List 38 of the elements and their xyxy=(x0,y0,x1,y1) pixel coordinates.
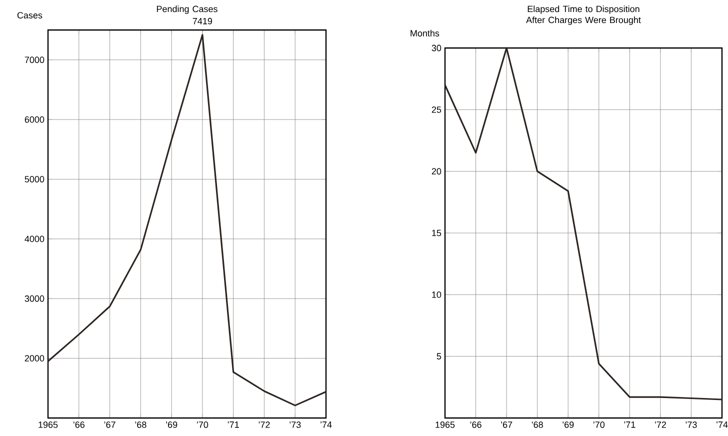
y-tick-label: 4000 xyxy=(24,236,44,242)
chart-title: Pending Cases xyxy=(156,6,218,14)
y-tick-label: 6000 xyxy=(24,116,44,123)
x-tick-label: ’69 xyxy=(562,422,574,428)
y-tick-label: 5000 xyxy=(24,176,44,182)
y-tick-label: 15 xyxy=(432,230,442,236)
x-tick-label: ’68 xyxy=(532,422,543,428)
x-tick-label: ’74 xyxy=(320,422,332,428)
x-tick-label: ’72 xyxy=(258,422,270,428)
x-tick-label: 1965 xyxy=(436,422,455,428)
data-label: 7419 xyxy=(192,18,212,24)
y-tick-label: 25 xyxy=(432,106,442,113)
y-tick-label: 5 xyxy=(436,353,442,360)
y-tick-label: 7000 xyxy=(24,56,44,64)
y-tick-label: 10 xyxy=(432,291,442,298)
y-tick-label: 3000 xyxy=(24,295,44,302)
x-tick-label: ’69 xyxy=(166,422,178,428)
x-tick-label: ’67 xyxy=(104,422,116,428)
x-tick-label: 1965 xyxy=(38,422,58,428)
x-tick-label: ’72 xyxy=(654,422,666,428)
x-tick-label: ’71 xyxy=(624,422,636,428)
y-axis-title: Cases xyxy=(17,12,42,18)
y-tick-label: 2000 xyxy=(24,355,44,362)
x-tick-label: ’66 xyxy=(73,422,85,428)
x-tick-label: ’68 xyxy=(135,422,146,428)
chart-title: Elapsed Time to Disposition After Charges Were Brought xyxy=(526,6,641,25)
x-tick-label: ’70 xyxy=(593,422,605,428)
x-tick-label: ’74 xyxy=(716,422,728,428)
y-tick-label: 20 xyxy=(432,168,442,175)
x-tick-label: ’66 xyxy=(470,422,482,428)
x-tick-label: ’73 xyxy=(290,422,301,428)
x-tick-label: ’67 xyxy=(501,422,512,428)
y-tick-label: 30 xyxy=(432,44,442,52)
line-series xyxy=(47,34,327,406)
x-tick-label: ’73 xyxy=(686,422,697,428)
x-tick-label: ’71 xyxy=(228,422,239,428)
x-tick-label: ’70 xyxy=(197,422,208,428)
y-axis-title: Months xyxy=(410,30,440,36)
